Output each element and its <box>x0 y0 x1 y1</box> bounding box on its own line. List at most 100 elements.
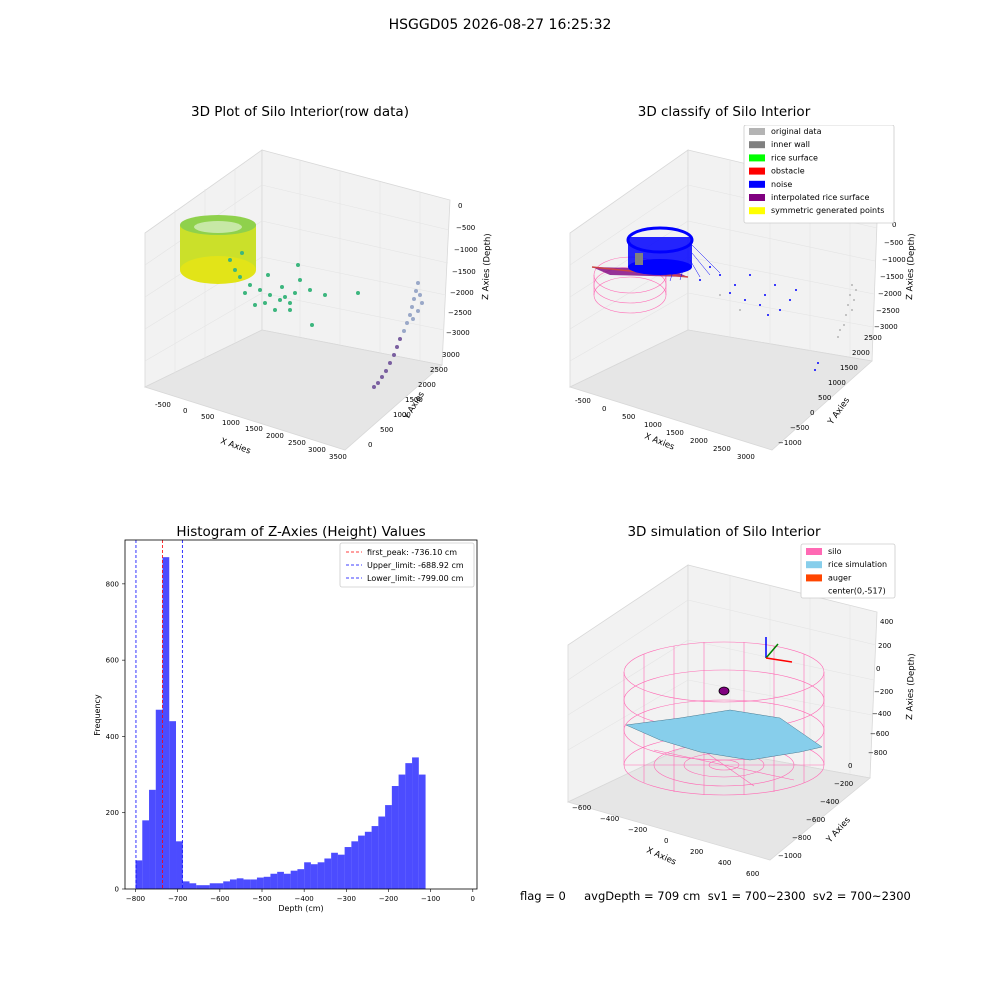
histogram-bars <box>135 557 426 889</box>
x-tick-label: −800 <box>126 895 145 903</box>
tick-label: 600 <box>746 870 759 878</box>
classified-points <box>591 226 857 371</box>
tick-label: −1000 <box>454 246 478 254</box>
tick-label: −400 <box>820 798 839 806</box>
tick-label: 200 <box>690 848 703 856</box>
auger-marker <box>718 686 730 696</box>
histogram-bar <box>283 873 291 889</box>
floor-pane <box>568 329 873 451</box>
histogram-bar <box>331 852 338 889</box>
legend-label: obstacle <box>771 167 805 176</box>
y-tick-label: 0 <box>115 886 119 894</box>
legend-swatch <box>806 561 822 569</box>
legend-label: Upper_limit: -688.92 cm <box>367 561 464 570</box>
legend-swatch <box>806 548 822 555</box>
histogram-bar <box>310 864 318 889</box>
tick-label: 1500 <box>666 429 684 437</box>
histogram-bar <box>169 721 177 889</box>
raw-3d-plot: -500 0 500 1000 1500 2000 2500 3000 3500… <box>143 149 493 461</box>
histogram-bar <box>142 820 150 889</box>
x-tick-label: −400 <box>295 895 314 903</box>
tick-label: 1000 <box>644 421 662 429</box>
histogram-bar <box>155 709 163 889</box>
tick-label: −500 <box>790 424 809 432</box>
legend-label: noise <box>771 180 792 189</box>
histogram-bar <box>378 816 386 889</box>
tick-label: 0 <box>458 202 462 210</box>
y-tick-label: 600 <box>106 657 119 665</box>
legend-swatch <box>806 574 822 582</box>
x-tick-label: −200 <box>379 895 398 903</box>
tick-label: 1000 <box>828 379 846 387</box>
tick-label: −600 <box>572 804 591 812</box>
histogram-bar <box>371 826 379 889</box>
grid-lines <box>567 575 877 774</box>
y-axis-label: Frequency <box>93 694 102 736</box>
simulation-3d-plot: −600 −400 −200 0 200 400 600 −1000 −800 … <box>566 543 917 878</box>
classify-legend: original data inner wall rice surface obsta… <box>743 125 895 224</box>
z-axis-label: Z Axies (Depth) <box>481 233 493 300</box>
histogram-bar <box>270 873 278 889</box>
legend-label: rice simulation <box>828 560 887 569</box>
simulation-plot-title: 3D simulation of Silo Interior <box>627 524 821 540</box>
histogram-bar <box>344 847 352 889</box>
tick-label: −500 <box>884 239 903 247</box>
histogram-bar <box>236 878 244 889</box>
tick-label: −2000 <box>450 289 474 297</box>
classify-3d-plot: -500 0 500 1000 1500 2000 2500 3000 −100… <box>568 125 917 461</box>
tick-label: 3000 <box>737 453 755 461</box>
histogram-bar <box>189 883 197 889</box>
histogram-bar <box>358 835 365 889</box>
reference-lines <box>135 540 183 889</box>
legend-label: center(0,-517) <box>828 587 886 596</box>
tick-label: 2500 <box>288 439 306 447</box>
y-ticks: 0 200 400 600 800 <box>106 580 125 894</box>
legend-label: Lower_limit: -799.00 cm <box>367 574 464 583</box>
tick-label: 0 <box>664 837 668 845</box>
histogram-bar <box>196 885 203 889</box>
tick-label: −800 <box>792 834 811 842</box>
histogram-bar <box>317 862 325 889</box>
tick-label: 500 <box>380 426 393 434</box>
legend-swatch <box>749 194 765 201</box>
tick-label: 2500 <box>864 334 882 342</box>
figure-title: HSGGD05 2026-08-27 16:25:32 <box>388 17 612 33</box>
tick-label: 500 <box>622 413 635 421</box>
tick-label: −600 <box>870 730 889 738</box>
tick-label: -500 <box>155 401 171 409</box>
histogram-bar <box>398 774 406 889</box>
x-tick-label: −100 <box>421 895 440 903</box>
histogram-bar <box>229 879 237 889</box>
tick-label: −1000 <box>778 439 802 447</box>
axes-triad <box>765 637 793 663</box>
tick-label: −1500 <box>452 268 476 276</box>
tick-label: 1000 <box>393 411 411 419</box>
tick-label: 2500 <box>713 445 731 453</box>
histogram-bar <box>385 805 392 889</box>
legend-label: first_peak: -736.10 cm <box>367 548 457 557</box>
tick-label: 2000 <box>418 381 436 389</box>
histogram-bar <box>412 757 419 889</box>
tick-label: 200 <box>878 642 891 650</box>
classify-plot-title: 3D classify of Silo Interior <box>637 104 811 120</box>
tick-label: 0 <box>368 441 372 449</box>
legend-label: silo <box>828 547 842 556</box>
tick-label: −600 <box>806 816 825 824</box>
tick-label: −1500 <box>880 273 904 281</box>
tick-label: 3000 <box>442 351 460 359</box>
tick-label: 2500 <box>430 366 448 374</box>
histogram-bar <box>405 763 413 889</box>
z-axis-label: Z Axies (Depth) <box>905 653 917 720</box>
x-tick-label: −500 <box>252 895 271 903</box>
tick-label: −400 <box>600 815 619 823</box>
histogram-bar <box>176 841 183 889</box>
tick-label: 0 <box>183 407 187 415</box>
legend-label: symmetric generated points <box>771 206 884 215</box>
simulation-legend: silo rice simulation auger center(0,-517) <box>800 543 896 599</box>
legend-swatch <box>749 180 765 188</box>
y-tick-label: 200 <box>106 809 119 817</box>
legend-swatch <box>749 128 765 135</box>
rice-surface <box>625 709 823 761</box>
histogram-bar <box>209 883 217 889</box>
legend-label: rice surface <box>771 153 818 162</box>
